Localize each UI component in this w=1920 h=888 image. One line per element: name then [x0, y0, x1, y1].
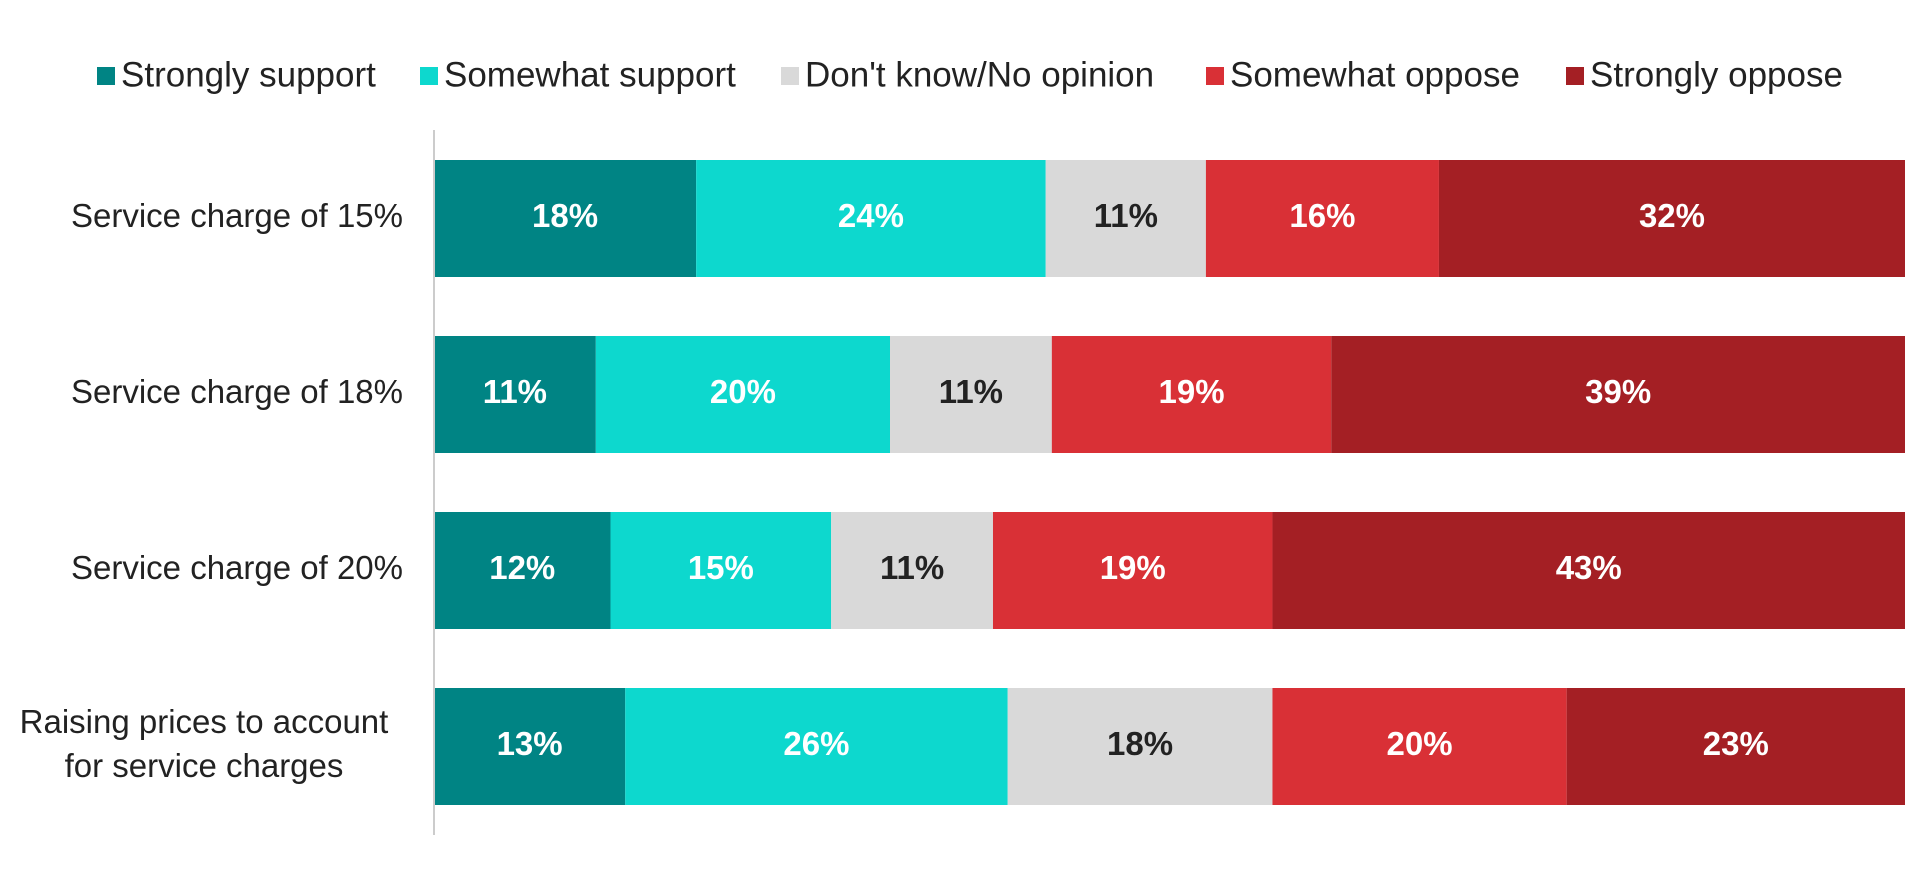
legend-item-somewhat-oppose: Somewhat oppose	[1206, 55, 1520, 94]
value-label-strongly-oppose-row-1: 32%	[1639, 197, 1705, 234]
value-label-strongly-oppose-row-3: 43%	[1556, 549, 1622, 586]
legend-swatch-somewhat-oppose	[1206, 67, 1224, 85]
bar-segment-somewhat-support-row-1	[696, 160, 1046, 277]
bar-segment-strongly-support-row-2	[434, 336, 596, 453]
bar-segment-don-t-know-no-opinion-row-2	[890, 336, 1052, 453]
legend-label-don-t-know-no-opinion: Don't know/No opinion	[805, 55, 1154, 94]
bar-segment-strongly-oppose-row-4	[1566, 688, 1905, 805]
value-label-somewhat-oppose-row-4: 20%	[1387, 725, 1453, 762]
value-label-somewhat-oppose-row-2: 19%	[1159, 373, 1225, 410]
category-label-line: Service charge of 20%	[71, 549, 403, 586]
value-label-strongly-oppose-row-4: 23%	[1703, 725, 1769, 762]
legend-swatch-don-t-know-no-opinion	[781, 67, 799, 85]
bar-segment-somewhat-support-row-4	[625, 688, 1008, 805]
legend-swatch-somewhat-support	[420, 67, 438, 85]
category-label-row-4: Raising prices to account for service cha…	[20, 703, 389, 784]
category-label-line: Service charge of 15%	[71, 197, 403, 234]
value-labels: 18% 24% 11% 16% 32% 11% 20% 11% 19% 39% 12% 15% 11% 1…	[483, 197, 1769, 762]
category-label-row-1: Service charge of 15%	[71, 197, 403, 234]
bar-segment-somewhat-oppose-row-2	[1051, 336, 1332, 453]
bar-segment-strongly-support-row-4	[434, 688, 626, 805]
value-label-somewhat-support-row-4: 26%	[783, 725, 849, 762]
value-label-somewhat-support-row-3: 15%	[688, 549, 754, 586]
legend-label-strongly-support: Strongly support	[121, 55, 376, 94]
bar-segment-strongly-oppose-row-2	[1331, 336, 1905, 453]
category-label-line: Raising prices to account	[20, 703, 389, 740]
category-labels: Service charge of 15% Service charge of 1…	[20, 197, 403, 784]
value-label-strongly-support-row-4: 13%	[497, 725, 563, 762]
bar-segment-strongly-support-row-3	[434, 512, 611, 629]
category-label-row-3: Service charge of 20%	[71, 549, 403, 586]
value-label-don-t-know-no-opinion-row-1: 11%	[1094, 197, 1158, 234]
category-label-line: for service charges	[65, 747, 344, 784]
bar-segment-don-t-know-no-opinion-row-1	[1045, 160, 1206, 277]
legend-item-don-t-know-no-opinion: Don't know/No opinion	[781, 55, 1154, 94]
bar-segment-don-t-know-no-opinion-row-3	[831, 512, 993, 629]
legend-swatch-strongly-support	[97, 67, 115, 85]
legend-label-somewhat-oppose: Somewhat oppose	[1230, 55, 1520, 94]
value-label-strongly-support-row-2: 11%	[483, 373, 547, 410]
value-label-somewhat-oppose-row-1: 16%	[1289, 197, 1355, 234]
value-label-strongly-oppose-row-2: 39%	[1585, 373, 1651, 410]
value-label-strongly-support-row-3: 12%	[489, 549, 555, 586]
value-label-don-t-know-no-opinion-row-2: 11%	[939, 373, 1003, 410]
legend-item-somewhat-support: Somewhat support	[420, 55, 736, 94]
bar-segment-somewhat-oppose-row-3	[992, 512, 1273, 629]
bars	[434, 160, 1905, 805]
value-label-don-t-know-no-opinion-row-4: 18%	[1107, 725, 1173, 762]
bar-segment-strongly-oppose-row-1	[1438, 160, 1905, 277]
bar-segment-somewhat-support-row-2	[595, 336, 891, 453]
value-label-strongly-support-row-1: 18%	[532, 197, 598, 234]
bar-segment-strongly-oppose-row-3	[1272, 512, 1905, 629]
value-label-somewhat-support-row-1: 24%	[838, 197, 904, 234]
bar-segment-don-t-know-no-opinion-row-4	[1007, 688, 1273, 805]
legend-label-strongly-oppose: Strongly oppose	[1590, 55, 1843, 94]
legend: Strongly support Somewhat support Don't kn…	[97, 55, 1843, 94]
legend-item-strongly-support: Strongly support	[97, 55, 376, 94]
bar-segment-somewhat-oppose-row-1	[1205, 160, 1439, 277]
legend-label-somewhat-support: Somewhat support	[444, 55, 736, 94]
value-label-don-t-know-no-opinion-row-3: 11%	[880, 549, 944, 586]
bar-segment-somewhat-support-row-3	[610, 512, 832, 629]
value-label-somewhat-support-row-2: 20%	[710, 373, 776, 410]
category-label-row-2: Service charge of 18%	[71, 373, 403, 410]
value-label-somewhat-oppose-row-3: 19%	[1100, 549, 1166, 586]
bar-segment-somewhat-oppose-row-4	[1272, 688, 1567, 805]
category-label-line: Service charge of 18%	[71, 373, 403, 410]
legend-swatch-strongly-oppose	[1566, 67, 1584, 85]
bar-segment-strongly-support-row-1	[434, 160, 697, 277]
legend-item-strongly-oppose: Strongly oppose	[1566, 55, 1843, 94]
